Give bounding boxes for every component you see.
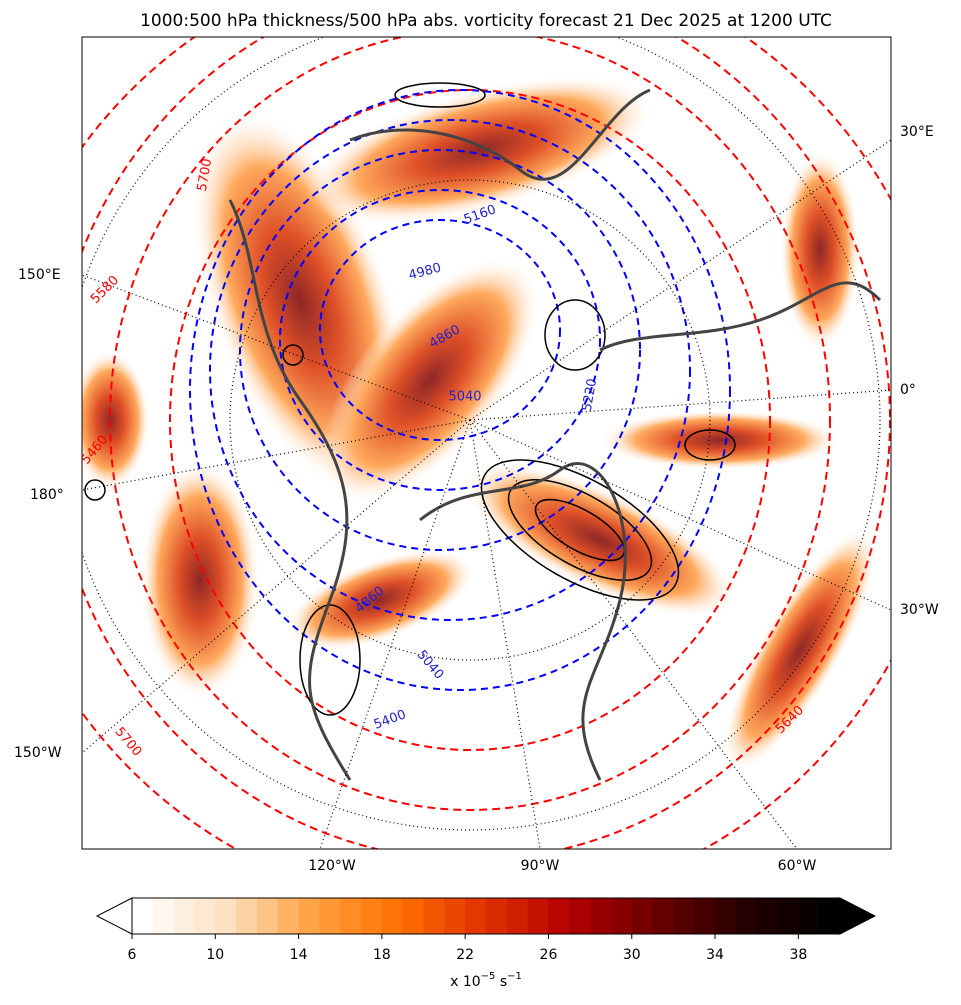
colorbar-tick-label: 14 bbox=[290, 947, 308, 963]
longitude-label: 120°W bbox=[308, 858, 356, 874]
colorbar: 6 10 14 18 22 26 30 34 38 x 10−5 s−1 bbox=[95, 897, 877, 990]
colorbar-extend-max bbox=[839, 897, 877, 935]
colorbar-cell bbox=[590, 898, 612, 934]
colorbar-extend-min bbox=[95, 897, 133, 935]
colorbar-cell bbox=[569, 898, 591, 934]
thickness-contours-red bbox=[82, 37, 891, 849]
longitude-label: 180° bbox=[30, 487, 64, 503]
map-frame bbox=[81, 36, 892, 850]
colorbar-cell bbox=[381, 898, 404, 934]
colorbar-tick-label: 30 bbox=[623, 947, 641, 963]
colorbar-tick-label: 22 bbox=[456, 947, 474, 963]
colorbar-cell bbox=[361, 898, 383, 934]
colorbar-cell bbox=[423, 898, 445, 934]
colorbar-cell bbox=[256, 898, 279, 934]
colorbar-cell bbox=[340, 898, 362, 934]
colorbar-cell bbox=[819, 898, 841, 934]
colorbar-cell bbox=[444, 898, 466, 934]
vorticity-shading bbox=[82, 75, 879, 773]
colorbar-cell bbox=[715, 898, 737, 934]
colorbar-cell bbox=[173, 898, 195, 934]
colorbar-label: x 10−5 s−1 bbox=[450, 971, 522, 990]
colorbar-cell bbox=[215, 898, 237, 934]
graticule bbox=[82, 37, 891, 849]
vorticity-contours bbox=[84, 82, 736, 716]
colorbar-cell bbox=[756, 898, 779, 934]
colorbar-label-part: −5 bbox=[481, 971, 496, 982]
title: 1000:500 hPa thickness/500 hPa abs. vort… bbox=[140, 11, 832, 31]
colorbar-cell bbox=[506, 898, 529, 934]
colorbar-cell bbox=[298, 898, 320, 934]
colorbar-label-part: s bbox=[495, 974, 507, 990]
longitude-labels: 30°E 150°E 0° 180° 30°W 150°W 120°W 90°W 60°W bbox=[14, 124, 939, 874]
longitude-label: 60°W bbox=[778, 858, 817, 874]
colorbar-cell bbox=[527, 898, 549, 934]
colorbar-tick-label: 18 bbox=[373, 947, 391, 963]
colorbar-cell bbox=[777, 898, 799, 934]
colorbar-cell bbox=[548, 898, 570, 934]
colorbar-cell bbox=[652, 898, 674, 934]
longitude-label: 0° bbox=[900, 382, 916, 398]
contour-label: 5220 bbox=[580, 377, 601, 412]
colorbar-frame bbox=[131, 897, 841, 935]
colorbar-tick-label: 26 bbox=[540, 947, 558, 963]
colorbar-cell bbox=[673, 898, 695, 934]
coastlines bbox=[228, 88, 882, 781]
colorbar-cell bbox=[631, 898, 654, 934]
colorbar-tick-label: 38 bbox=[789, 947, 807, 963]
colorbar-tick-label: 6 bbox=[128, 947, 137, 963]
colorbar-label-part: x 10 bbox=[450, 974, 481, 990]
colorbar-cell bbox=[277, 898, 300, 934]
longitude-label: 150°W bbox=[14, 745, 62, 761]
colorbar-label-part: −1 bbox=[507, 971, 522, 982]
colorbar-cell bbox=[694, 898, 716, 934]
colorbar-cell bbox=[402, 898, 425, 934]
longitude-label: 30°E bbox=[900, 124, 934, 140]
colorbar-tick-label: 34 bbox=[706, 947, 724, 963]
longitude-label: 90°W bbox=[521, 858, 560, 874]
colorbar-cell bbox=[152, 898, 175, 934]
contour-label: 5700 bbox=[195, 157, 216, 192]
longitude-label: 30°W bbox=[900, 602, 939, 618]
colorbar-tick-label: 10 bbox=[206, 947, 224, 963]
colorbar-cell bbox=[465, 898, 487, 934]
colorbar-cell bbox=[319, 898, 341, 934]
map: 5580546057005640570051604980486050405400… bbox=[82, 37, 891, 849]
contour-label: 5040 bbox=[448, 390, 481, 405]
longitude-label: 150°E bbox=[18, 267, 61, 283]
colorbar-cell bbox=[798, 898, 820, 934]
colorbar-cell bbox=[194, 898, 216, 934]
colorbar-cell bbox=[735, 898, 758, 934]
colorbar-cell bbox=[132, 898, 154, 934]
colorbar-cell bbox=[610, 898, 633, 934]
colorbar-cell bbox=[486, 898, 508, 934]
colorbar-cell bbox=[236, 898, 258, 934]
